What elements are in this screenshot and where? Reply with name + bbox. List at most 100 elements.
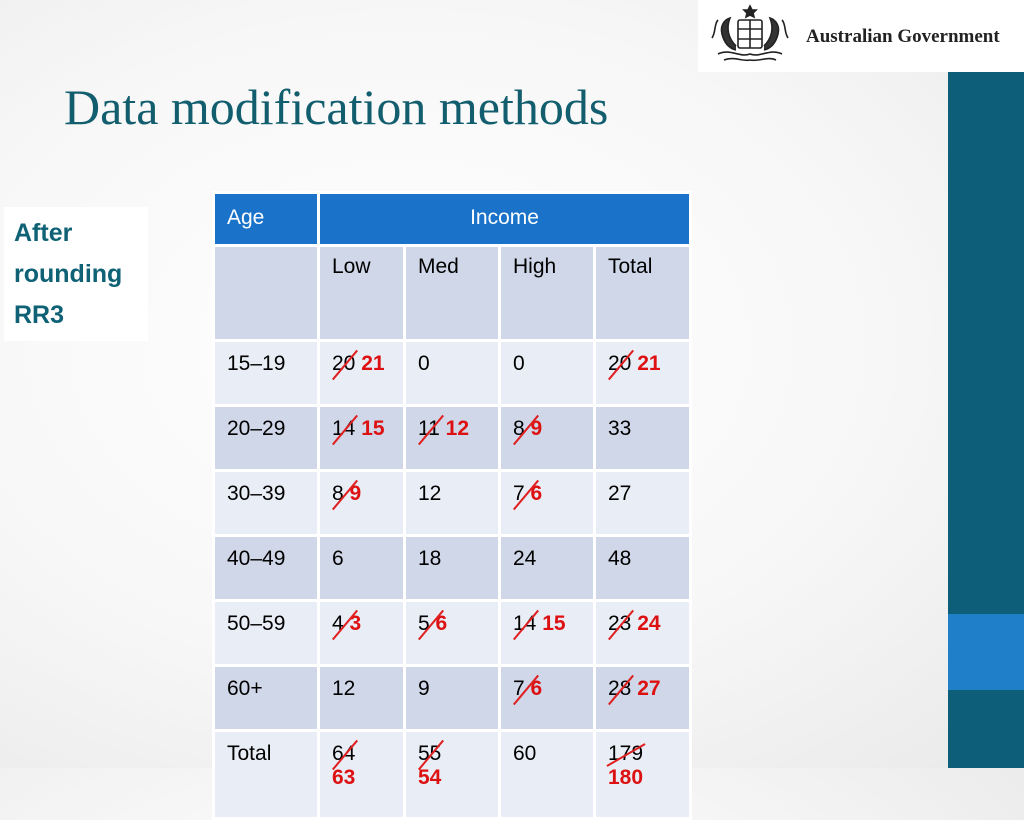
cell-low: 6 [317,534,406,602]
subheader-total: Total [593,244,692,342]
original-value: 8 [513,417,525,440]
original-value: 28 [608,677,632,700]
cell-high: 8 9 [498,404,596,472]
note-line: RR3 [14,301,65,329]
cell-high: 7 6 [498,469,596,537]
cell-age: Total [212,729,320,820]
original-value: 5 [418,612,430,635]
cell-low: 20 21 [317,339,406,407]
original-value: 64 [332,742,356,765]
cell-value: 60 [513,742,537,765]
cell-total: 33 [593,404,692,472]
rounded-value: 21 [361,352,385,375]
cell-high: 0 [498,339,596,407]
coat-of-arms-icon [711,4,789,62]
table-row: 40–49 6 18 24 48 [212,534,692,602]
rounded-value: 6 [530,482,543,505]
original-value: 20 [332,352,356,375]
original-value: 20 [608,352,632,375]
cell-value: 0 [418,352,430,375]
table-row: 60+ 12 9 7 6 28 27 [212,664,692,732]
original-value: 179 [608,742,644,765]
original-value: 7 [513,677,525,700]
rounded-value: 27 [637,677,661,700]
cell-med: 18 [403,534,501,602]
cell-age: 40–49 [212,534,320,602]
table-row: 15–19 20 21 0 0 20 21 [212,339,692,407]
cell-med: 55 54 [403,729,501,820]
cell-value: 24 [513,547,537,570]
rounded-value: 3 [349,612,362,635]
cell-total: 28 27 [593,664,692,732]
header-age: Age [212,191,320,247]
table-row: 20–29 14 15 11 12 8 9 33 [212,404,692,472]
government-logo: Australian Government [698,0,1024,72]
rounded-value: 6 [435,612,448,635]
cell-value: 27 [608,482,632,505]
cell-value: 0 [513,352,525,375]
cell-value: 12 [418,482,442,505]
rounded-value: 15 [542,612,566,635]
rounded-value: 63 [332,766,356,789]
cell-low: 4 3 [317,599,406,667]
rounded-value: 21 [637,352,661,375]
subheader-empty [212,244,320,342]
cell-med: 9 [403,664,501,732]
subheader-med: Med [403,244,501,342]
cell-age: 15–19 [212,339,320,407]
original-value: 14 [332,417,356,440]
header-income: Income [317,191,692,247]
cell-total: 179 180 [593,729,692,820]
income-age-table: Age Income Low Med High Total 15–19 20 21… [212,191,692,820]
cell-value: 6 [332,547,344,570]
cell-total: 27 [593,469,692,537]
rounding-note: After rounding RR3 [4,207,148,341]
rounded-value: 15 [361,417,385,440]
cell-low: 12 [317,664,406,732]
rounded-value: 180 [608,766,644,789]
rounded-value: 24 [637,612,661,635]
cell-value: 12 [332,677,356,700]
logo-text: Australian Government [806,26,1000,47]
original-value: 4 [332,612,344,635]
subheader-low: Low [317,244,406,342]
cell-value: 9 [418,677,430,700]
cell-value: 18 [418,547,442,570]
cell-total: 48 [593,534,692,602]
rounded-value: 6 [530,677,543,700]
rounded-value: 12 [445,417,470,440]
cell-low: 8 9 [317,469,406,537]
original-value: 11 [418,417,440,440]
cell-high: 14 15 [498,599,596,667]
cell-total: 23 24 [593,599,692,667]
cell-med: 0 [403,339,501,407]
original-value: 23 [608,612,632,635]
cell-value: 33 [608,417,632,440]
note-line: After [14,219,73,247]
note-line: rounding [14,260,123,288]
rounded-value: 9 [530,417,543,440]
table-row: Total 64 63 55 54 60 179 180 [212,729,692,820]
cell-age: 50–59 [212,599,320,667]
subheader-high: High [498,244,596,342]
original-value: 8 [332,482,344,505]
cell-total: 20 21 [593,339,692,407]
cell-age: 30–39 [212,469,320,537]
cell-value: 48 [608,547,632,570]
cell-age: 20–29 [212,404,320,472]
original-value: 7 [513,482,525,505]
cell-high: 24 [498,534,596,602]
cell-low: 64 63 [317,729,406,820]
table-row: 30–39 8 9 12 7 6 27 [212,469,692,537]
cell-high: 60 [498,729,596,820]
cell-high: 7 6 [498,664,596,732]
cell-age: 60+ [212,664,320,732]
cell-med: 12 [403,469,501,537]
original-value: 55 [418,742,442,765]
original-value: 14 [513,612,537,635]
cell-med: 5 6 [403,599,501,667]
rounded-value: 54 [418,766,442,789]
side-accent-block [948,614,1024,690]
page-title: Data modification methods [64,79,609,135]
